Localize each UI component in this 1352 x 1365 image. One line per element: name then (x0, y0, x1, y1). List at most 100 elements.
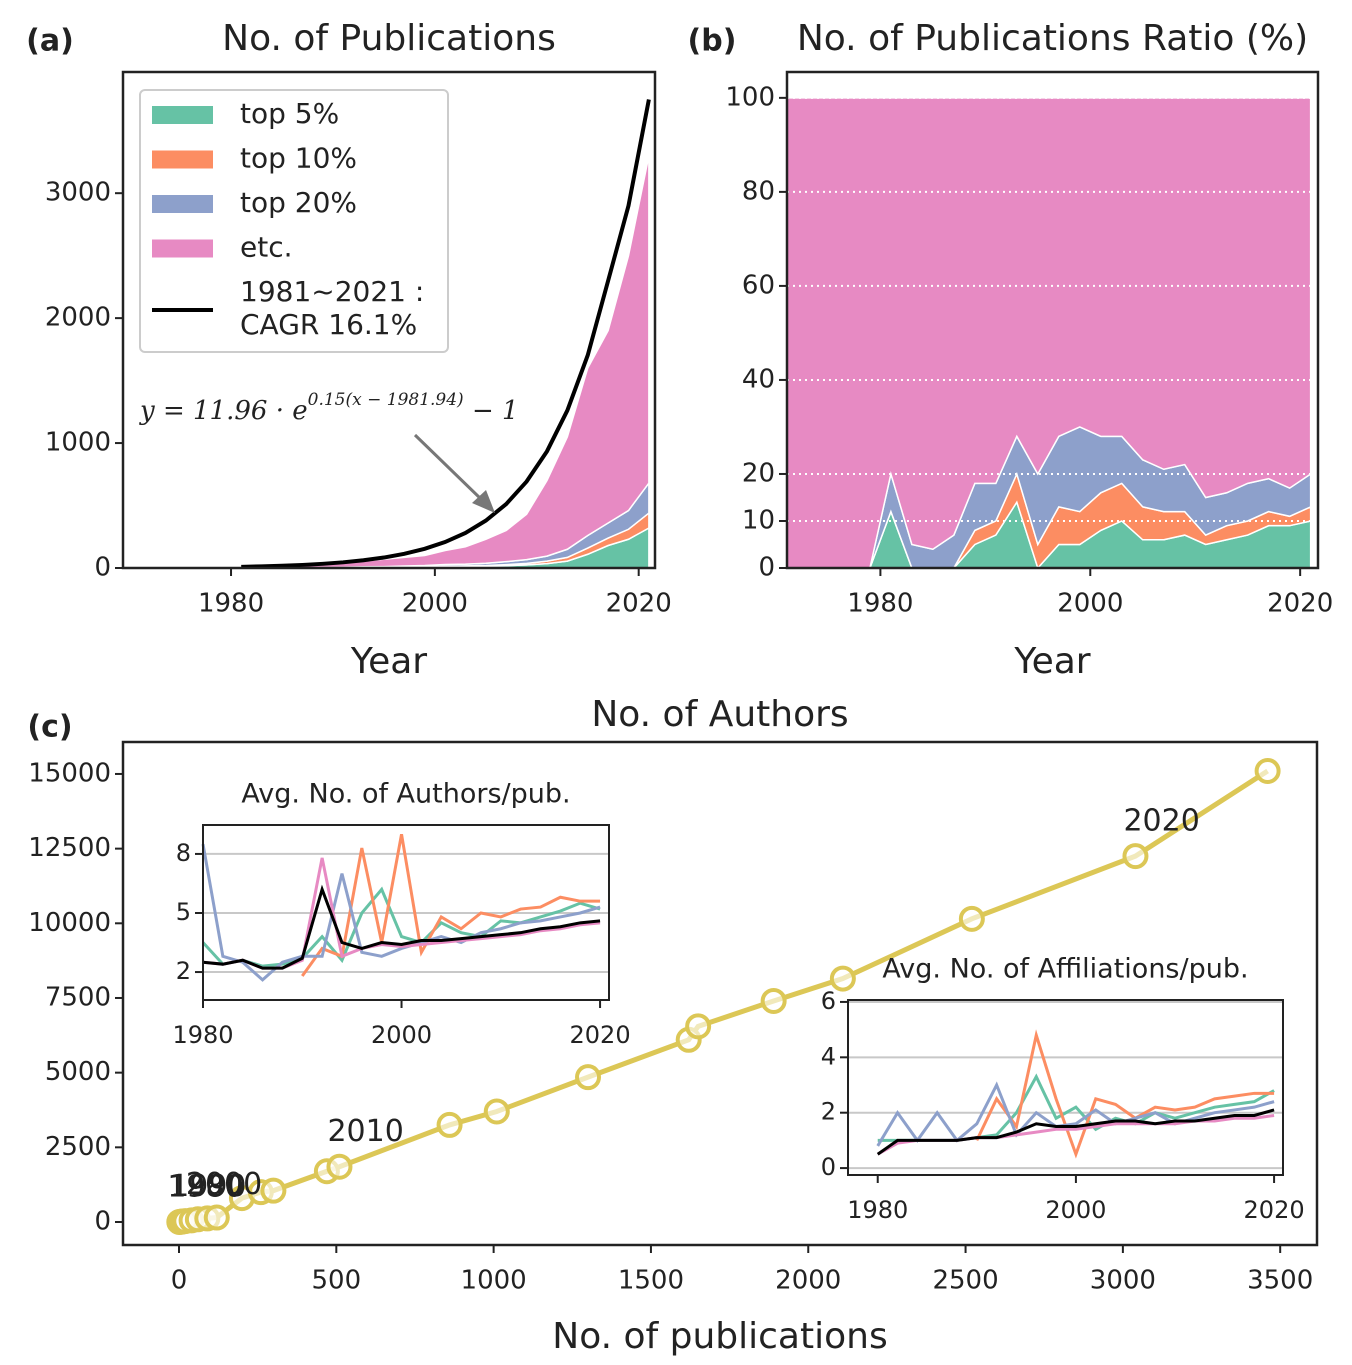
point-marker (260, 1177, 287, 1204)
x-tick-label: 500 (311, 1266, 361, 1296)
x-tick-label: 2020 (606, 589, 672, 619)
plot-frame (121, 70, 657, 570)
x-tick-label: 1980 (847, 589, 913, 619)
y-tick-label: 2 (176, 957, 191, 985)
x-tick-label: 2000 (371, 1021, 432, 1049)
series-line (301, 833, 601, 977)
y-tick-label: 6 (821, 987, 836, 1015)
x-tick-label: 2020 (1244, 1196, 1305, 1224)
y-tick-label: 0 (821, 1153, 836, 1181)
chart-title: Avg. No. of Affiliations/pub. (882, 954, 1248, 985)
x-tick-label: 3500 (1247, 1266, 1313, 1296)
y-tick-label: 8 (176, 839, 191, 867)
x-axis-label: Year (1013, 641, 1090, 682)
chart-title: Avg. No. of Authors/pub. (241, 779, 570, 810)
point-marker (483, 1098, 510, 1125)
y-tick-label: 0 (758, 553, 775, 583)
y-tick-label: 0 (94, 553, 111, 583)
point-label: 2010 (327, 1114, 403, 1149)
y-tick-label: 20 (742, 458, 775, 488)
x-tick-label: 1980 (847, 1196, 908, 1224)
point-label: 1980 (167, 1169, 243, 1204)
legend-swatch (152, 106, 213, 124)
x-tick-label: 0 (171, 1266, 188, 1296)
y-tick-label: 1000 (45, 428, 111, 458)
plot-frame (785, 70, 1320, 570)
x-axis-label: No. of publications (552, 1316, 887, 1357)
annotation-arrow (413, 433, 484, 502)
x-tick-label: 2500 (932, 1266, 998, 1296)
y-tick-label: 5000 (45, 1057, 111, 1087)
y-tick-label: 12500 (28, 833, 111, 863)
y-tick-label: 2500 (45, 1132, 111, 1162)
fit-equation: y = 11.96 · e0.15(x − 1981.94) − 1 (139, 390, 519, 427)
point-marker (958, 905, 985, 932)
x-tick-label: 2000 (1057, 589, 1123, 619)
x-tick-label: 2000 (775, 1266, 841, 1296)
y-tick-label: 5 (176, 898, 191, 926)
legend-swatch (152, 239, 213, 258)
legend-label: top 5% (240, 97, 339, 130)
legend-label: etc. (240, 231, 293, 264)
chart-title: No. of Publications Ratio (%) (797, 18, 1308, 59)
y-tick-label: 0 (94, 1207, 111, 1237)
chart-title: No. of Publications (222, 18, 556, 59)
x-tick-label: 2020 (570, 1021, 631, 1049)
x-tick-label: 3000 (1090, 1266, 1156, 1296)
y-tick-label: 100 (725, 82, 775, 112)
inset-background (848, 1000, 1283, 1175)
point-label: 2000 (186, 1167, 262, 1202)
series-line (975, 1029, 1275, 1159)
y-tick-label: 7500 (45, 982, 111, 1012)
fit-line (241, 99, 651, 569)
point-label: 1990 (170, 1169, 246, 1204)
legend-label: 1981~2021 : (240, 275, 424, 308)
equation-exponent: 0.15(x − 1981.94) (308, 390, 464, 410)
plot-frame (847, 999, 1284, 1176)
y-tick-label: 80 (742, 176, 775, 206)
panel-label: (a) (26, 24, 74, 59)
point-marker (829, 965, 856, 992)
equation-base: y = 11.96 · e (139, 396, 308, 426)
x-tick-label: 2000 (1045, 1196, 1106, 1224)
y-tick-label: 4 (821, 1042, 836, 1070)
legend-label: CAGR 16.1% (240, 308, 417, 341)
series-line (876, 1081, 1275, 1147)
chart-title: No. of Authors (591, 694, 848, 735)
y-tick-label: 40 (742, 364, 775, 394)
point-label: 2020 (1123, 804, 1199, 839)
point-marker (575, 1064, 602, 1091)
x-tick-label: 1000 (461, 1266, 527, 1296)
panel-label: (b) (688, 24, 737, 59)
point-marker (1122, 843, 1149, 870)
point-marker (1254, 757, 1281, 784)
y-tick-label: 10000 (28, 908, 111, 938)
y-tick-label: 60 (742, 270, 775, 300)
y-tick-label: 10 (742, 505, 775, 535)
y-tick-label: 15000 (28, 758, 111, 788)
series-line (201, 843, 601, 982)
legend-label: top 10% (240, 142, 357, 175)
y-tick-label: 3000 (45, 178, 111, 208)
legend-swatch (152, 195, 213, 213)
legend-label: top 20% (240, 186, 357, 219)
legend-swatch (152, 150, 213, 169)
point-marker (685, 1013, 712, 1040)
x-tick-label: 2000 (402, 589, 468, 619)
plot-frame (121, 740, 1319, 1247)
x-tick-label: 1980 (172, 1021, 233, 1049)
equation-tail: − 1 (464, 396, 519, 426)
x-tick-label: 1500 (618, 1266, 684, 1296)
series-line (202, 884, 601, 970)
panel-label: (c) (27, 710, 72, 745)
legend-box (139, 89, 449, 353)
series-line (201, 886, 601, 968)
x-tick-label: 1980 (198, 589, 264, 619)
x-tick-label: 2020 (1267, 589, 1333, 619)
point-marker (326, 1153, 353, 1180)
y-tick-label: 2000 (45, 303, 111, 333)
series-line (876, 1108, 1275, 1156)
y-tick-label: 2 (821, 1098, 836, 1126)
point-marker (203, 1204, 230, 1231)
x-axis-label: Year (350, 641, 427, 682)
